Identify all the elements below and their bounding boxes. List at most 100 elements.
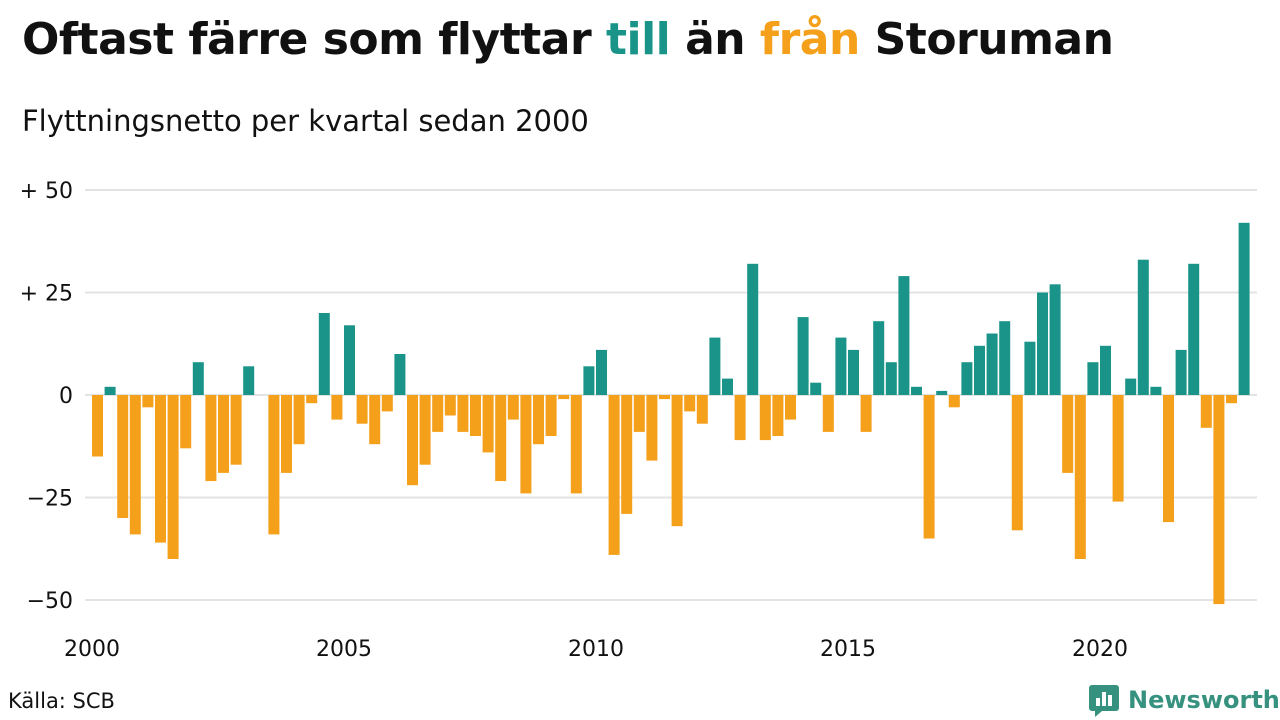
y-tick-label: + 25 xyxy=(20,282,73,307)
chart-subtitle: Flyttningsnetto per kvartal sedan 2000 xyxy=(22,104,589,138)
bar xyxy=(1074,395,1086,559)
source-label: Källa: SCB xyxy=(8,689,115,713)
bar xyxy=(1137,259,1149,395)
bar xyxy=(545,395,557,436)
bar xyxy=(759,395,771,441)
bar xyxy=(92,395,103,457)
bar xyxy=(835,337,847,395)
bar xyxy=(1062,395,1074,473)
bar xyxy=(192,362,204,395)
bar xyxy=(923,395,935,539)
bar xyxy=(457,395,469,432)
bar xyxy=(243,366,255,395)
bar xyxy=(822,395,834,432)
bar xyxy=(507,395,519,420)
bar xyxy=(570,395,582,494)
bar xyxy=(419,395,431,465)
bar xyxy=(860,395,872,432)
bar xyxy=(747,263,759,395)
bar xyxy=(873,321,885,395)
bar xyxy=(911,386,922,395)
title-till-highlight: till xyxy=(605,14,671,65)
bar xyxy=(306,395,318,404)
bar xyxy=(407,395,418,486)
bar xyxy=(432,395,444,432)
bar xyxy=(356,395,368,424)
bar xyxy=(1037,292,1048,395)
bar xyxy=(999,321,1011,395)
bar xyxy=(1226,395,1237,404)
bar xyxy=(218,395,229,473)
bar xyxy=(1238,222,1250,395)
bar xyxy=(797,317,809,395)
bar xyxy=(205,395,217,482)
brand-name: Newsworthy xyxy=(1128,686,1280,714)
bar xyxy=(1100,345,1111,395)
bar xyxy=(533,395,544,445)
bar xyxy=(772,395,784,436)
bar xyxy=(318,313,330,395)
bar xyxy=(734,395,746,441)
bar xyxy=(974,345,985,395)
bar xyxy=(633,395,645,432)
bar xyxy=(810,382,822,395)
bar xyxy=(344,325,355,395)
bar xyxy=(381,395,393,412)
bar xyxy=(948,395,960,408)
bar xyxy=(470,395,481,436)
bar xyxy=(293,395,305,445)
x-axis-labels: 2000 2005 2010 2015 2020 xyxy=(64,637,1128,662)
bar xyxy=(1112,395,1124,502)
bar xyxy=(558,395,570,400)
bar xyxy=(684,395,696,412)
y-tick-label: −50 xyxy=(27,589,73,614)
bar xyxy=(281,395,292,473)
gridlines xyxy=(85,189,1257,601)
bar xyxy=(129,395,141,535)
bar xyxy=(1163,395,1174,523)
bar xyxy=(709,337,721,395)
bar xyxy=(898,276,910,395)
bar xyxy=(268,395,280,535)
bar xyxy=(482,395,494,453)
title-part-1: Oftast färre som flyttar xyxy=(22,14,606,65)
newsworthy-logo-icon xyxy=(1089,685,1119,717)
bar xyxy=(1011,395,1023,531)
bar xyxy=(369,395,381,445)
bar xyxy=(117,395,129,518)
bar xyxy=(583,366,595,395)
bar xyxy=(1049,284,1061,395)
chart-title: Oftast färre som flyttar till än från St… xyxy=(22,14,1114,65)
bar xyxy=(659,395,670,400)
y-tick-label: 0 xyxy=(59,384,73,409)
bar xyxy=(596,349,607,395)
bar xyxy=(1213,395,1225,605)
x-tick-label: 2000 xyxy=(64,637,120,662)
bar xyxy=(1150,386,1162,395)
bar xyxy=(722,378,733,395)
y-tick-label: −25 xyxy=(27,487,73,512)
bar xyxy=(608,395,620,555)
bar xyxy=(1188,263,1200,395)
x-tick-label: 2020 xyxy=(1072,637,1128,662)
bar xyxy=(1125,378,1137,395)
bar xyxy=(671,395,683,527)
title-part-3: Storuman xyxy=(859,14,1114,65)
bar xyxy=(155,395,166,543)
bar xyxy=(621,395,633,514)
x-tick-label: 2010 xyxy=(568,637,624,662)
bars xyxy=(92,222,1250,605)
bar xyxy=(848,349,859,395)
bar xyxy=(167,395,179,559)
newsworthy-logo[interactable]: Newsworthy xyxy=(1088,683,1280,717)
y-tick-label: + 50 xyxy=(20,179,73,204)
bar xyxy=(785,395,796,420)
title-fran-highlight: från xyxy=(759,14,860,65)
bar xyxy=(142,395,154,408)
bar xyxy=(1087,362,1099,395)
bar xyxy=(646,395,658,461)
title-part-2: än xyxy=(670,14,760,65)
bar xyxy=(394,354,406,395)
bar xyxy=(495,395,507,482)
bar xyxy=(885,362,897,395)
